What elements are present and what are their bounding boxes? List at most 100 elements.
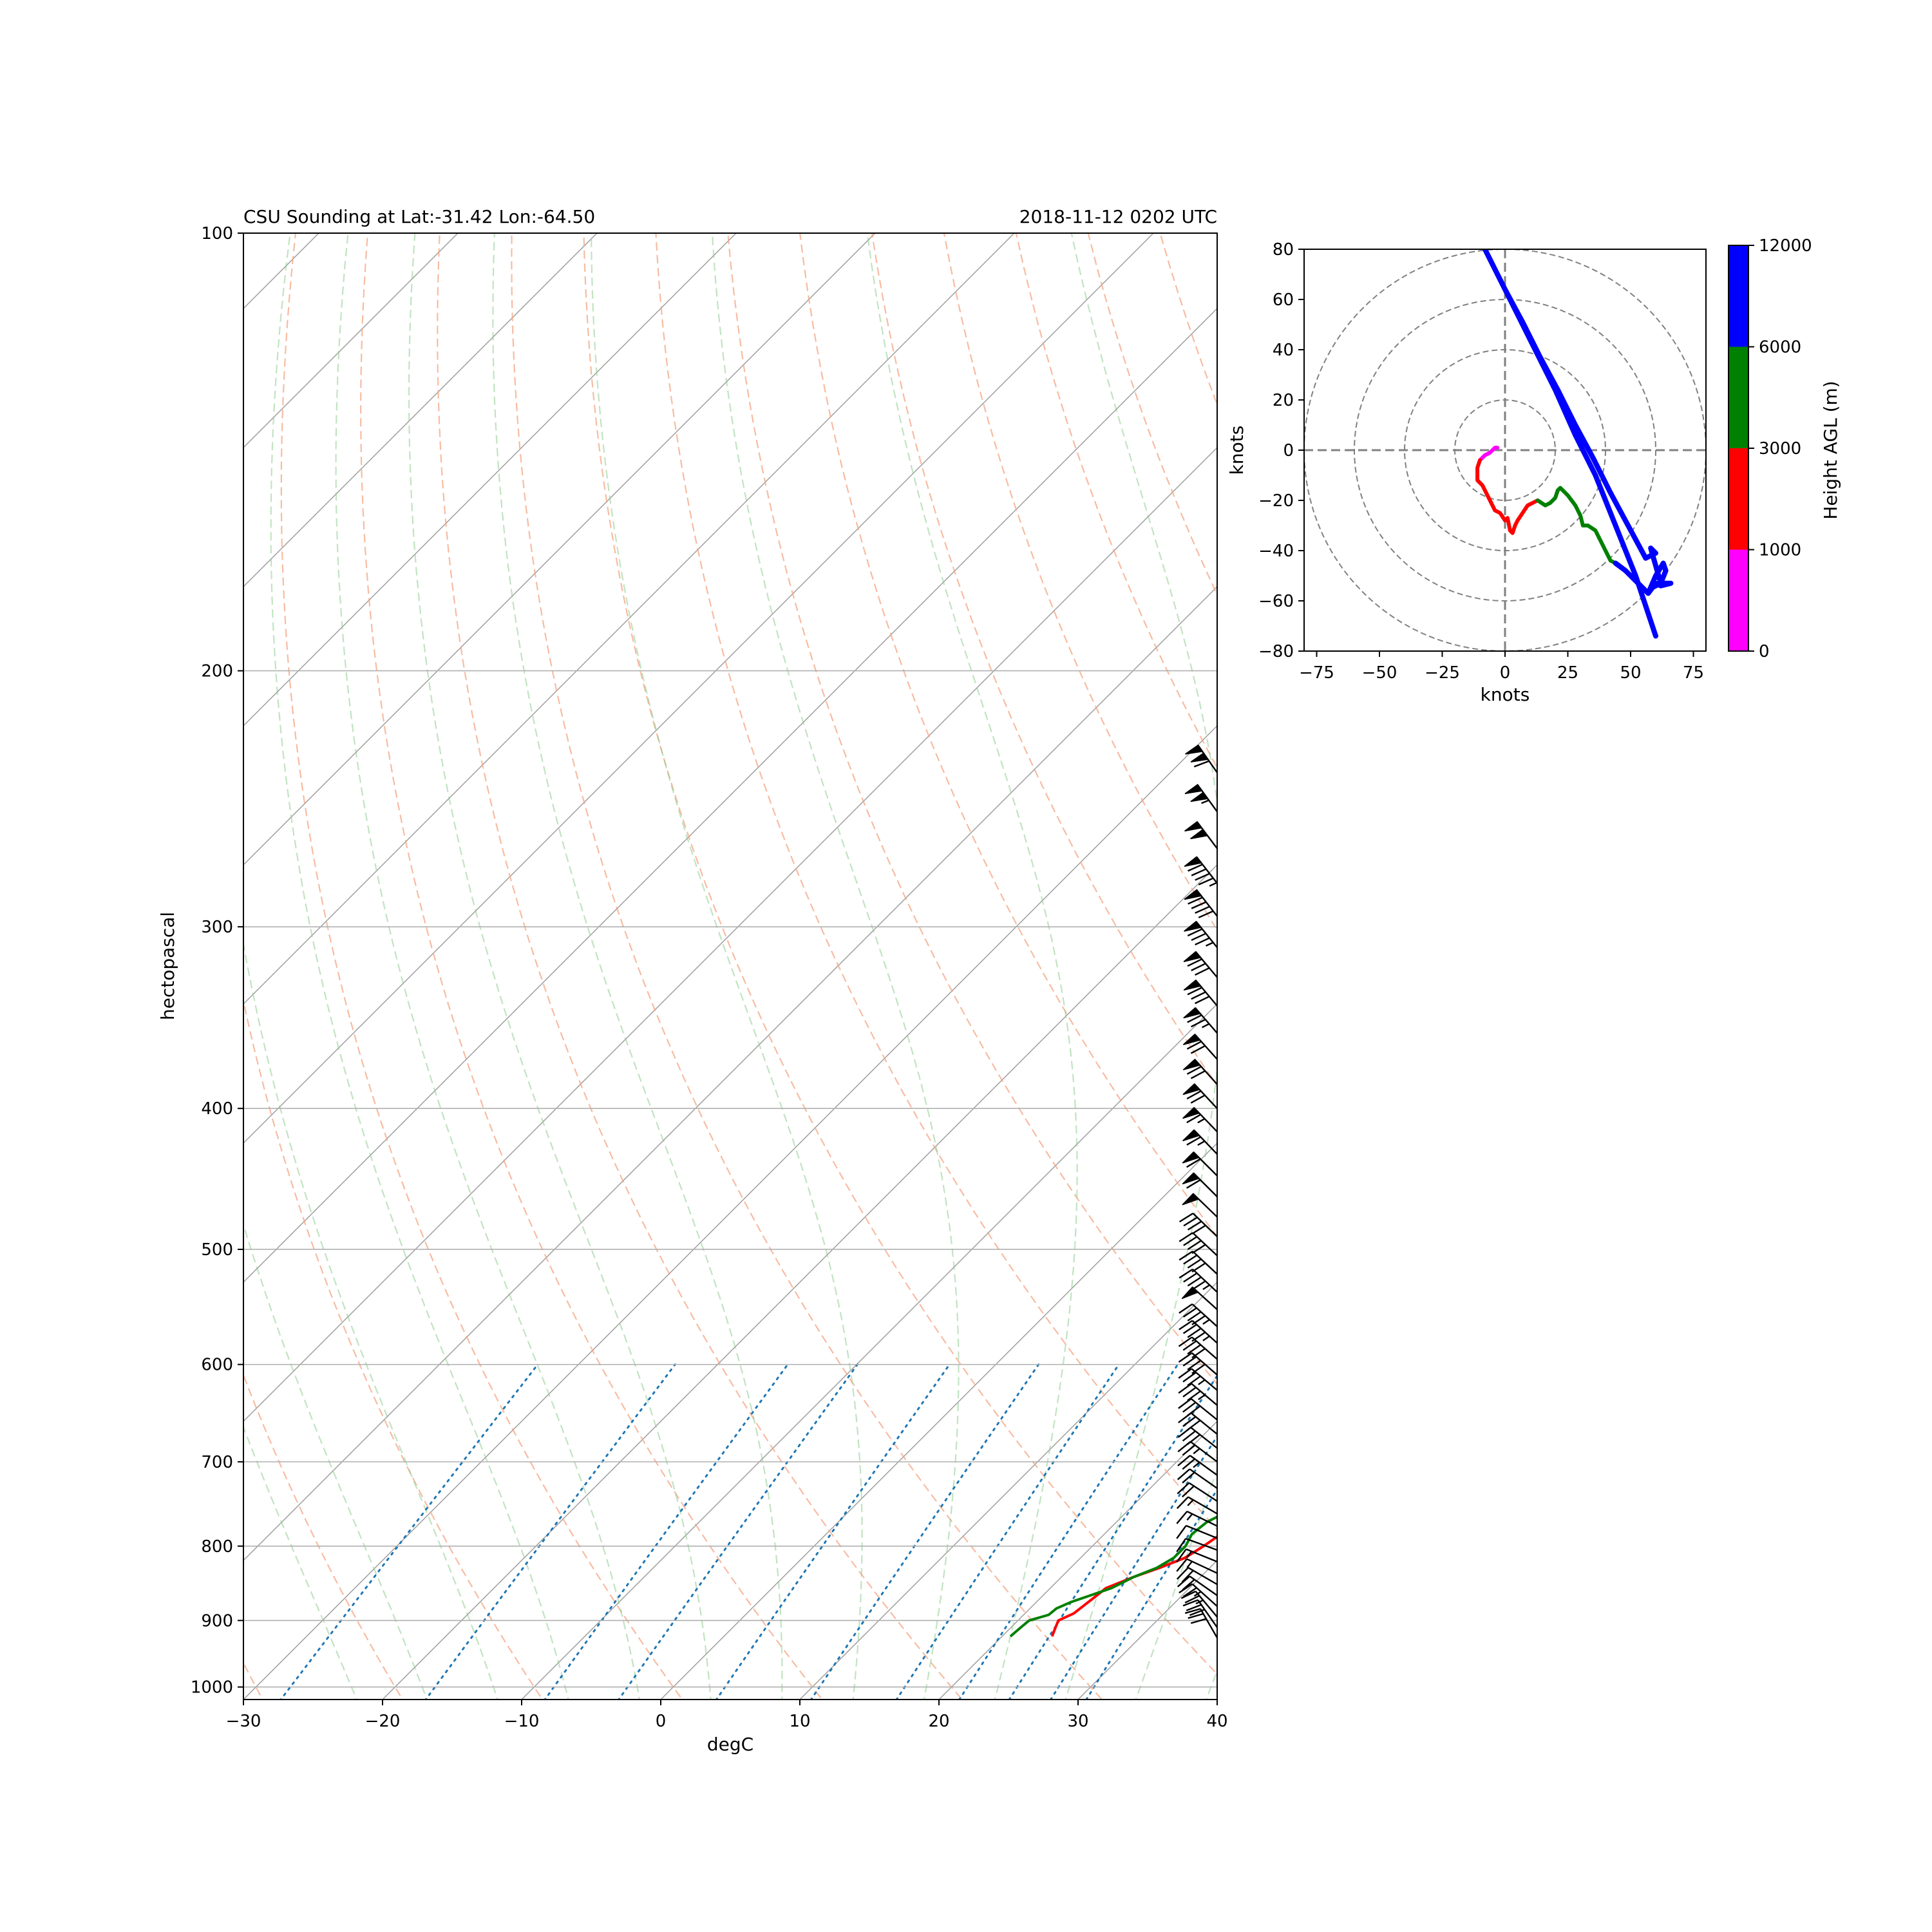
moist-adiabat-line: [335, 233, 641, 1700]
height-colorbar: 0 1000 3000 6000 12000: [1728, 236, 1812, 661]
wind-barb-flag: [1195, 937, 1210, 946]
moist-adiabat-line: [1269, 233, 1897, 1718]
wind-barb: [1176, 1558, 1218, 1574]
wind-barb-flag: [1190, 1070, 1206, 1079]
mixing-ratio-line: [1049, 1434, 1217, 1700]
wind-barb-pennant: [1182, 1172, 1200, 1185]
skewt-plot-area: [243, 201, 1932, 1718]
wind-barb-flag: [1179, 1250, 1193, 1261]
wind-barb-flag: [1186, 1113, 1201, 1124]
dry-adiabat-line: [655, 233, 1217, 1531]
wind-barb-flag: [1182, 1430, 1196, 1442]
wind-barb-flag: [1186, 1066, 1202, 1075]
wind-barb-flag: [1177, 1575, 1191, 1587]
mixing-ratio-line: [424, 1363, 676, 1700]
dry-adiabat-line: [943, 233, 1217, 932]
isotherm-line: [1495, 233, 1932, 1700]
wind-barb-flag: [1191, 1348, 1206, 1359]
wind-barb-flag: [1191, 963, 1206, 972]
wind-barb-flag: [1190, 1618, 1207, 1624]
x-tick-label: −50: [1362, 663, 1397, 683]
wind-barb: [1176, 1496, 1218, 1515]
wind-barb-pennant: [1190, 791, 1209, 802]
dry-adiabat-line: [1577, 201, 1932, 1718]
x-tick-label: 30: [1067, 1712, 1088, 1731]
dry-adiabat-line: [243, 1662, 264, 1700]
wind-barb: [1182, 1151, 1218, 1177]
wind-barb: [1179, 1232, 1218, 1256]
wind-barb: [1176, 1524, 1218, 1539]
wind-barb: [1182, 1083, 1218, 1110]
x-tick-label: 0: [656, 1712, 667, 1731]
dry-adiabat-line: [360, 233, 824, 1700]
x-tick-label: −75: [1299, 663, 1334, 683]
mixing-ratio-line: [1085, 1488, 1217, 1700]
wind-barb: [1184, 889, 1218, 918]
wind-barb-half-flag: [1201, 1023, 1210, 1028]
wind-barb-half-flag: [1186, 1560, 1193, 1568]
colorbar-label: Height AGL (m): [1820, 381, 1841, 519]
wind-barb-flag: [1182, 1387, 1197, 1397]
wind-barb-flag: [1179, 1583, 1193, 1594]
wind-barb: [1181, 1286, 1218, 1311]
colorbar-tick-label: 1000: [1759, 541, 1801, 560]
hodograph-x-axis-label: knots: [1481, 684, 1530, 705]
hodograph-trace: [1475, 249, 1674, 639]
wind-barb-flag: [1195, 996, 1210, 1005]
wind-barb-flag: [1178, 1368, 1192, 1379]
skewt-title-left: CSU Sounding at Lat:-31.42 Lon:-64.50: [243, 206, 595, 227]
wind-barb-shaft: [1186, 1524, 1218, 1539]
wind-barb-flag: [1182, 1372, 1197, 1383]
wind-barb-flag: [1179, 1303, 1193, 1314]
wind-barb-flag: [1191, 1262, 1206, 1273]
sounding-traces: [1009, 1515, 1217, 1638]
wind-barb-flag: [1176, 1511, 1188, 1524]
y-tick-label: 1000: [191, 1678, 233, 1698]
wind-barb-flag: [1187, 1390, 1201, 1401]
moist-adiabat-line: [1135, 1466, 1217, 1700]
mixing-ratio-line: [715, 1363, 951, 1700]
x-tick-label: 10: [789, 1712, 810, 1731]
y-tick-label: −80: [1258, 642, 1294, 661]
wind-barb-flag: [1188, 896, 1203, 905]
moist-adiabat-line: [492, 233, 783, 1700]
wind-barb: [1182, 1034, 1218, 1060]
wind-barb-flag: [1187, 958, 1202, 967]
hodograph-y-axis-label: knots: [1226, 426, 1247, 475]
y-tick-label: 800: [201, 1537, 233, 1557]
skewt-x-axis-label: degC: [707, 1734, 753, 1755]
wind-barb-half-flag: [1202, 1319, 1210, 1325]
y-tick-label: 400: [201, 1099, 233, 1119]
wind-barb-pennant: [1182, 1059, 1201, 1070]
hodograph-segment: [1535, 486, 1618, 565]
wind-barb: [1176, 1510, 1218, 1527]
wind-barb-flag: [1191, 1224, 1206, 1235]
wind-barb-half-flag: [1198, 1394, 1206, 1401]
wind-barb-flag: [1193, 760, 1209, 768]
colorbar-tick-label: 0: [1759, 642, 1770, 661]
moist-adiabat-line: [243, 1425, 358, 1700]
mixing-ratio-line: [895, 1363, 1120, 1700]
wind-barb-flag: [1182, 1340, 1197, 1351]
wind-barb-flag: [1182, 1472, 1195, 1484]
wind-barb-flag: [1179, 1232, 1193, 1242]
mixing-ratio-line: [958, 1363, 1179, 1700]
wind-barb-flag: [1186, 1136, 1201, 1146]
wind-barb: [1182, 1599, 1218, 1628]
mixing-ratio-line: [617, 1363, 858, 1700]
wind-barb-flag: [1186, 1158, 1201, 1168]
wind-barb: [1179, 1303, 1218, 1327]
wind-barb-flag: [1177, 1482, 1190, 1495]
wind-barb-flag: [1187, 928, 1203, 937]
wind-barb-flag: [1187, 1419, 1201, 1431]
wind-barb-flag: [1179, 1268, 1193, 1279]
y-tick-label: −40: [1258, 542, 1294, 561]
wind-barb: [1177, 1426, 1218, 1449]
wind-barb-flag: [1187, 1327, 1202, 1338]
wind-barb-flag: [1190, 1045, 1206, 1054]
colorbar-bin: [1728, 448, 1748, 550]
wind-barb-flag: [1188, 864, 1203, 872]
wind-barb: [1176, 1548, 1218, 1563]
wind-barb-flag: [1176, 1548, 1187, 1563]
